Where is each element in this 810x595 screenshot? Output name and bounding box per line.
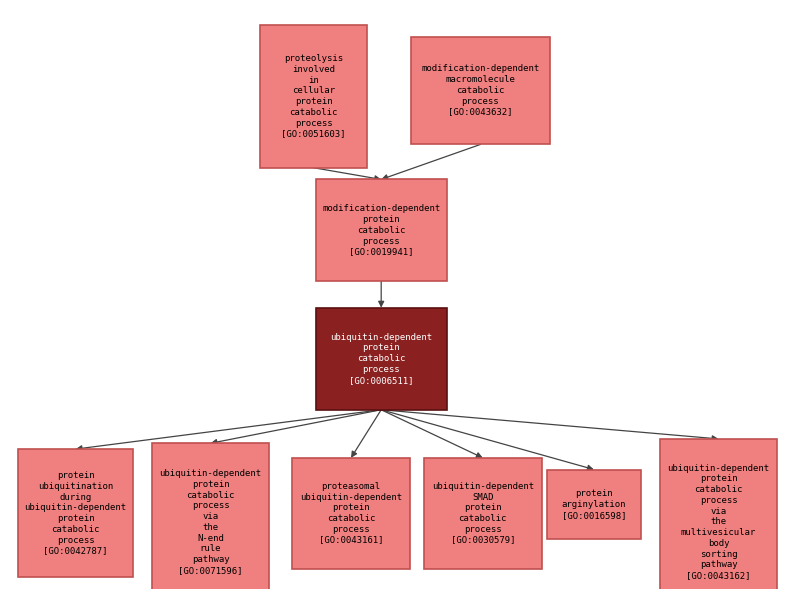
Text: protein
ubiquitination
during
ubiquitin-dependent
protein
catabolic
process
[GO:: protein ubiquitination during ubiquitin-… [24, 471, 126, 555]
Text: protein
arginylation
[GO:0016598]: protein arginylation [GO:0016598] [561, 489, 626, 520]
FancyBboxPatch shape [316, 180, 446, 281]
FancyBboxPatch shape [260, 25, 367, 168]
Text: ubiquitin-dependent
protein
catabolic
process
[GO:0006511]: ubiquitin-dependent protein catabolic pr… [330, 333, 433, 385]
Text: modification-dependent
protein
catabolic
process
[GO:0019941]: modification-dependent protein catabolic… [322, 205, 441, 256]
FancyBboxPatch shape [18, 449, 133, 577]
FancyBboxPatch shape [424, 458, 542, 569]
FancyBboxPatch shape [547, 469, 641, 540]
Text: ubiquitin-dependent
protein
catabolic
process
via
the
N-end
rule
pathway
[GO:007: ubiquitin-dependent protein catabolic pr… [160, 469, 262, 575]
Text: proteolysis
involved
in
cellular
protein
catabolic
process
[GO:0051603]: proteolysis involved in cellular protein… [281, 54, 346, 139]
Text: modification-dependent
macromolecule
catabolic
process
[GO:0043632]: modification-dependent macromolecule cat… [421, 64, 539, 117]
FancyBboxPatch shape [151, 443, 269, 595]
Text: ubiquitin-dependent
SMAD
protein
catabolic
process
[GO:0030579]: ubiquitin-dependent SMAD protein catabol… [432, 482, 534, 544]
Text: ubiquitin-dependent
protein
catabolic
process
via
the
multivesicular
body
sortin: ubiquitin-dependent protein catabolic pr… [667, 464, 770, 580]
FancyBboxPatch shape [292, 458, 410, 569]
FancyBboxPatch shape [660, 439, 778, 595]
FancyBboxPatch shape [316, 308, 446, 410]
Text: proteasomal
ubiquitin-dependent
protein
catabolic
process
[GO:0043161]: proteasomal ubiquitin-dependent protein … [300, 482, 402, 544]
FancyBboxPatch shape [411, 36, 550, 145]
